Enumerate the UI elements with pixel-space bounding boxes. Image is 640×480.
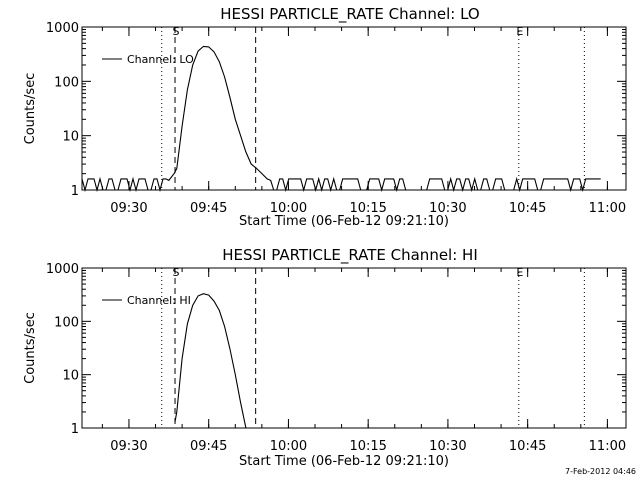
y-tick-label: 10 [62, 130, 79, 145]
x-tick-label: 10:45 [509, 439, 546, 454]
x-tick-label: 09:45 [190, 201, 227, 216]
x-axis-label: Start Time (06-Feb-12 09:21:10) [239, 454, 449, 469]
x-tick-label: 10:15 [349, 439, 386, 454]
series-line [81, 45, 601, 193]
chart-title: HESSI PARTICLE_RATE Channel: HI [222, 246, 478, 265]
y-axis-label: Counts/sec [23, 73, 38, 145]
time-marker-label: E [516, 266, 523, 279]
x-axis-label: Start Time (06-Feb-12 09:21:10) [239, 214, 449, 229]
y-tick-label: 100 [54, 75, 79, 90]
time-marker-label: S [173, 266, 180, 279]
x-tick-label: 11:00 [589, 201, 626, 216]
y-tick-label: 10 [62, 369, 79, 384]
plot-frame [81, 26, 627, 191]
time-marker-label: E [516, 25, 523, 38]
plot-timestamp: 7-Feb-2012 04:46 [565, 467, 636, 476]
series-line [174, 293, 247, 429]
y-tick-label: 1000 [46, 262, 79, 277]
chart-panel-1: HESSI PARTICLE_RATE Channel: HI 1 10 100 100… [23, 246, 627, 469]
x-tick-label: 09:45 [190, 439, 227, 454]
x-tick-label: 09:30 [110, 439, 147, 454]
x-tick-label: 10:30 [429, 201, 466, 216]
y-tick-label: 1 [71, 184, 79, 199]
y-axis-label: Counts/sec [23, 312, 38, 384]
legend-label: Channel: HI [127, 294, 191, 307]
y-tick-label: 100 [54, 315, 79, 330]
x-tick-label: 10:45 [509, 201, 546, 216]
y-tick-label: 1 [71, 422, 79, 437]
x-tick-label: 09:30 [110, 201, 147, 216]
legend-label: Channel: LO [127, 53, 194, 66]
x-tick-label: 10:30 [429, 439, 466, 454]
y-tick-label: 1000 [46, 21, 79, 36]
x-tick-label: 10:00 [270, 439, 307, 454]
chart-panel-0: HESSI PARTICLE_RATE Channel: LO 1 10 100 100… [23, 5, 627, 229]
chart-title: HESSI PARTICLE_RATE Channel: LO [220, 5, 479, 24]
time-marker-label: S [173, 25, 180, 38]
x-tick-label: 10:15 [349, 201, 386, 216]
x-tick-label: 10:00 [270, 201, 307, 216]
x-tick-label: 11:00 [589, 439, 626, 454]
plot-frame [81, 267, 627, 429]
